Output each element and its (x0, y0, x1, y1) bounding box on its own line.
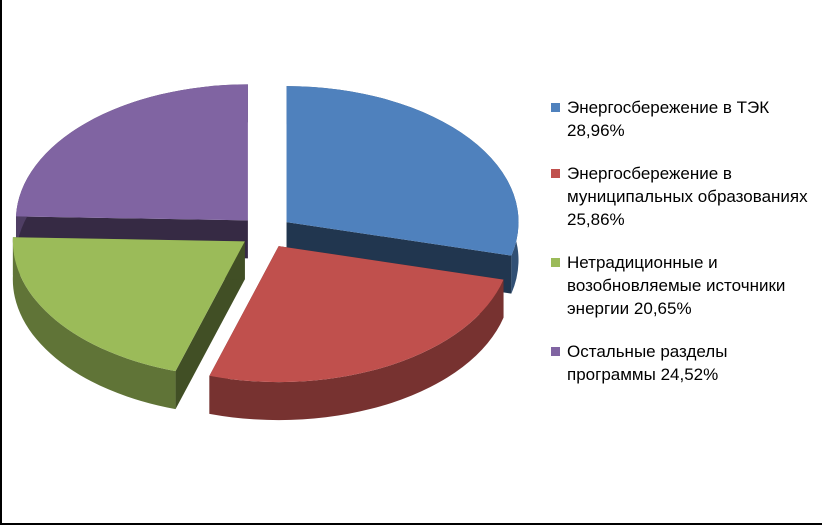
pie-slice-wall (175, 241, 245, 410)
legend-swatch (551, 169, 560, 178)
pie-slice-side (209, 279, 504, 421)
pie-slice (286, 86, 519, 256)
pie-tops (12, 84, 519, 383)
legend-item: Нетрадиционные и возобновляемые источник… (551, 251, 813, 320)
legend-item: Остальные разделы программы 24,52% (551, 340, 813, 386)
pie-slice (15, 84, 248, 221)
legend-swatch (551, 347, 560, 356)
legend-label: Нетрадиционные и возобновляемые источник… (567, 253, 786, 318)
pie-slice (209, 246, 504, 383)
legend-value: 25,86% (567, 210, 625, 229)
legend: Энергосбережение в ТЭК 28,96% Энергосбер… (551, 96, 813, 406)
legend-swatch (551, 103, 560, 112)
legend-item: Энергосбережение в муниципальных образов… (551, 162, 813, 231)
legend-item: Энергосбережение в ТЭК 28,96% (551, 96, 813, 142)
legend-swatch (551, 258, 560, 267)
legend-value: 20,65% (633, 299, 692, 318)
legend-label: Энергосбережение в муниципальных образов… (567, 164, 808, 206)
pie-slice-side (12, 237, 176, 410)
legend-label: Остальные разделы программы (567, 342, 728, 384)
legend-label: Энергосбережение в ТЭК (567, 98, 770, 117)
pie-slice (12, 237, 245, 372)
legend-value: 28,96% (567, 121, 625, 140)
legend-value: 24,52% (660, 365, 719, 384)
